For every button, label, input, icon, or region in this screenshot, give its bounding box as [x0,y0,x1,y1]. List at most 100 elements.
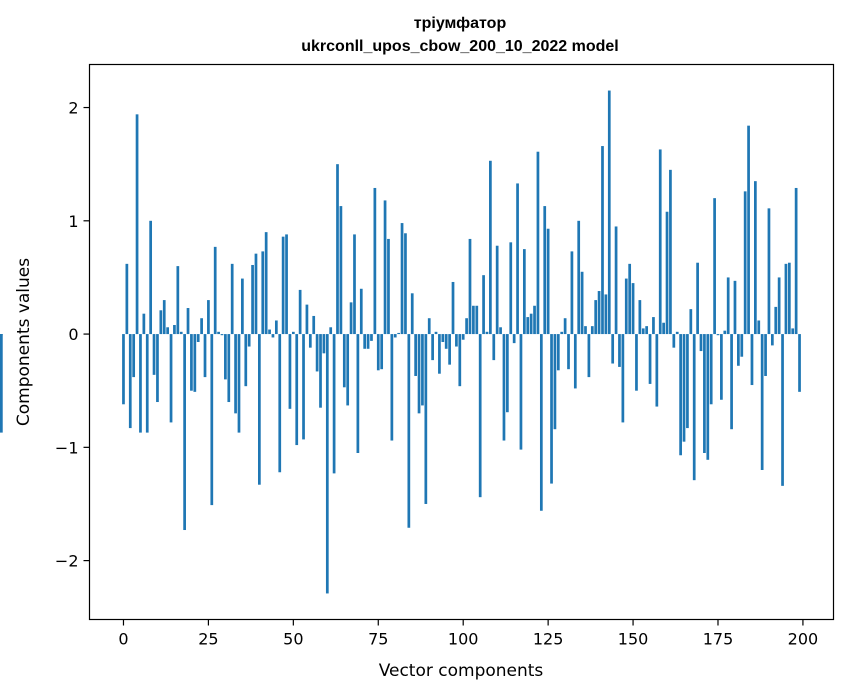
bar-189 [764,334,767,376]
bar-172 [706,334,710,460]
bar-23 [200,318,203,335]
bar-68 [353,234,356,335]
bar-18 [183,334,186,531]
bar-0 [122,334,125,405]
bar-32 [230,263,234,335]
bar-84 [407,334,411,528]
bar-30 [224,334,227,380]
bar-29 [220,334,224,336]
bar-185 [750,334,754,386]
y-axis-ticks: −2 −1 0 1 2 [55,99,90,571]
x-tick-label: 50 [283,630,303,649]
bar-39 [254,253,258,335]
bar-62 [332,334,336,474]
bar-49 [288,334,292,409]
x-tick-label: 25 [198,630,218,649]
bar-149 [628,263,632,335]
bar-145 [614,226,618,335]
bar-166 [686,334,689,429]
bar-6 [142,313,146,335]
bar-105 [478,334,482,498]
bar-66 [346,334,350,406]
bar-109 [492,334,496,361]
chart-title: тріумфатор [414,15,507,32]
bar-106 [482,275,485,335]
plot-frame [88,63,835,621]
bar-195 [784,263,788,335]
y-tick-label: 2 [68,99,78,118]
bar-191 [770,334,774,346]
bar-54 [305,304,309,335]
bar-180 [733,280,737,335]
bar-42 [264,232,268,335]
bar-20 [190,334,193,391]
bar-86 [414,334,417,376]
bar-152 [638,300,642,335]
x-tick-label: 0 [118,630,128,649]
bar-133 [573,334,577,389]
bar-96 [448,334,451,365]
bar-121 [533,305,536,335]
bar-72 [366,334,370,349]
bar-130 [563,318,567,335]
bar-122 [536,151,540,335]
bar-104 [475,305,479,335]
bar-159 [662,322,665,335]
bar-102 [468,238,472,335]
bar-34 [237,334,241,433]
bar-186 [754,181,757,335]
bar-63 [336,164,339,335]
bar-113 [506,334,509,413]
bar-119 [526,317,530,335]
bar-25 [207,300,210,335]
bar-160 [665,211,669,335]
bar-151 [635,334,638,391]
bar-47 [281,236,285,335]
y-tick-label: −1 [55,438,79,457]
bar-162 [672,334,676,348]
bar-148 [624,278,628,335]
bar-190 [767,208,771,335]
bar-168 [692,334,696,481]
bar-8 [149,220,153,335]
bar-171 [703,334,706,453]
bar-64 [339,206,343,335]
bar-11 [159,310,163,335]
bar-139 [594,300,598,335]
bar-103 [472,305,475,335]
bar-91 [431,334,434,361]
y-axis-label: Components values [14,258,34,426]
bar-41 [261,251,265,335]
bar-24 [203,334,207,378]
x-tick-label: 100 [448,630,479,649]
y-tick-label: 1 [68,212,78,231]
bar-101 [465,318,468,335]
bar-143 [607,90,611,335]
x-tick-label: 150 [618,630,649,649]
bar-135 [580,271,584,335]
bar-65 [342,334,346,388]
bar-85 [410,293,414,335]
bar-118 [522,249,526,335]
bar-94 [441,334,445,342]
bar-99 [458,334,462,387]
bar-132 [570,251,574,335]
bar-55 [308,334,312,348]
bar-108 [489,160,492,335]
bar-127 [553,334,557,430]
bar-154 [645,326,649,335]
bar-1 [125,263,129,335]
bar-19 [186,308,190,335]
bar-58 [319,334,322,408]
bar-37 [247,334,251,347]
bar-181 [737,334,740,366]
bar-40 [258,334,261,485]
bar-175 [716,334,720,336]
bar-71 [363,334,367,349]
bar-78 [387,238,390,335]
bar-120 [529,313,533,335]
x-tick-label: 125 [533,630,564,649]
bar-21 [193,334,197,392]
bar-9 [152,334,156,375]
bar-174 [713,198,716,335]
